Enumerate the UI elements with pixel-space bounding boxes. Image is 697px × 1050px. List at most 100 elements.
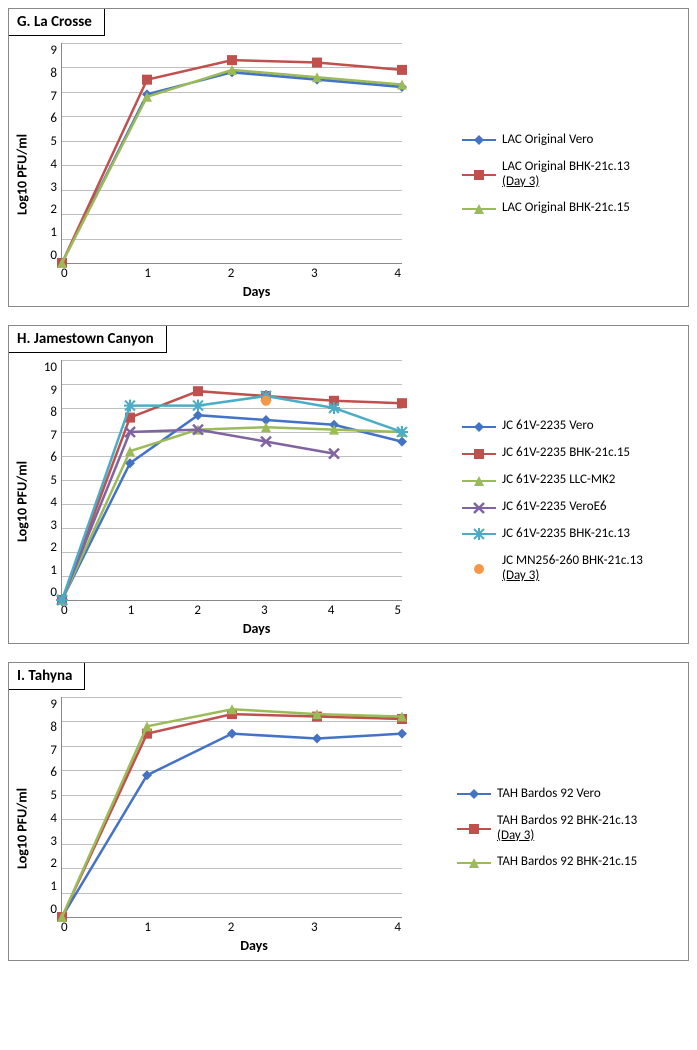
plot-svg (62, 697, 402, 917)
legend-marker-icon (472, 133, 486, 147)
legend-marker-icon (472, 474, 486, 488)
legend-item: LAC Original BHK-21c.15 (462, 201, 682, 216)
legend-marker-icon (472, 501, 486, 515)
legend-label: LAC Original BHK-21c.13 (Day 3) (502, 160, 630, 190)
y-axis-ticks: 9876543210 (35, 43, 61, 263)
legend-item: TAH Bardos 92 BHK-21c.15 (457, 855, 682, 870)
chart-panel-G: G. La Crosse Log10 PFU/ml 9876543210 012… (8, 8, 689, 307)
y-tick: 7 (50, 89, 57, 104)
y-tick: 3 (50, 180, 57, 195)
legend-marker-icon (467, 787, 481, 801)
x-tick: 2 (194, 603, 201, 618)
x-axis-label: Days (61, 281, 452, 306)
legend-swatch (457, 822, 491, 836)
plot-svg (62, 360, 402, 600)
legend-swatch (462, 447, 496, 461)
legend-swatch (462, 133, 496, 147)
x-tick: 2 (228, 266, 235, 281)
legend-label: JC 61V-2235 BHK-21c.13 (502, 527, 630, 542)
legend: LAC Original Vero LAC Original BHK-21c.1… (452, 43, 688, 306)
y-tick: 5 (50, 473, 57, 488)
plot-area (61, 360, 402, 601)
y-axis-ticks: 109876543210 (35, 360, 61, 600)
y-tick: 9 (50, 43, 57, 58)
y-tick: 10 (44, 360, 57, 375)
legend-swatch (462, 501, 496, 515)
legend-item: LAC Original Vero (462, 133, 682, 148)
x-axis-ticks: 01234 (61, 918, 401, 935)
legend-label: TAH Bardos 92 Vero (497, 787, 601, 802)
legend-item: JC 61V-2235 BHK-21c.13 (462, 527, 682, 542)
legend-swatch (462, 420, 496, 434)
legend-marker-icon (467, 822, 481, 836)
x-tick: 3 (311, 266, 318, 281)
panel-title: H. Jamestown Canyon (9, 326, 167, 353)
legend-item: JC 61V-2235 LLC-MK2 (462, 473, 682, 488)
y-tick: 8 (50, 720, 57, 735)
y-tick: 0 (50, 902, 57, 917)
legend-label: JC 61V-2235 Vero (502, 419, 594, 434)
plot-area (61, 697, 402, 918)
legend-label: LAC Original Vero (502, 133, 593, 148)
legend-marker-icon (472, 527, 486, 541)
legend-label-line2: (Day 3) (497, 829, 637, 844)
legend-swatch (462, 527, 496, 541)
legend-item: JC MN256-260 BHK-21c.13 (Day 3) (462, 554, 682, 584)
legend-item: LAC Original BHK-21c.13 (Day 3) (462, 160, 682, 190)
x-tick: 4 (394, 266, 401, 281)
y-tick: 2 (50, 856, 57, 871)
legend-label: JC 61V-2235 VeroE6 (502, 500, 607, 515)
x-tick: 0 (61, 920, 68, 935)
y-tick: 5 (50, 134, 57, 149)
x-axis-label: Days (61, 618, 452, 643)
y-tick: 1 (50, 225, 57, 240)
y-tick: 6 (50, 765, 57, 780)
legend-item: TAH Bardos 92 Vero (457, 787, 682, 802)
x-tick: 4 (328, 603, 335, 618)
y-axis-label: Log10 PFU/ml (9, 697, 35, 960)
legend-label-line2: (Day 3) (502, 175, 630, 190)
chart-panel-H: H. Jamestown Canyon Log10 PFU/ml 1098765… (8, 325, 689, 644)
chart-panel-I: I. Tahyna Log10 PFU/ml 9876543210 01234 … (8, 662, 689, 961)
legend-item: JC 61V-2235 VeroE6 (462, 500, 682, 515)
legend-marker-icon (467, 856, 481, 870)
legend-label: JC MN256-260 BHK-21c.13 (Day 3) (502, 554, 643, 584)
y-tick: 1 (50, 563, 57, 578)
legend-marker-icon (472, 168, 486, 182)
y-tick: 2 (50, 202, 57, 217)
legend-swatch (462, 474, 496, 488)
panel-title: I. Tahyna (9, 663, 85, 690)
y-axis-label: Log10 PFU/ml (9, 360, 35, 643)
legend-item: JC 61V-2235 BHK-21c.15 (462, 446, 682, 461)
y-tick: 1 (50, 879, 57, 894)
legend-label: TAH Bardos 92 BHK-21c.13 (Day 3) (497, 814, 637, 844)
legend-swatch (462, 168, 496, 182)
legend: TAH Bardos 92 Vero TAH Bardos 92 BHK-21c… (447, 697, 688, 960)
legend-swatch (457, 856, 491, 870)
y-tick: 5 (50, 788, 57, 803)
legend-label: JC 61V-2235 LLC-MK2 (502, 473, 615, 488)
x-tick: 2 (228, 920, 235, 935)
legend-marker-icon (472, 420, 486, 434)
y-tick: 6 (50, 111, 57, 126)
legend-label: LAC Original BHK-21c.15 (502, 201, 630, 216)
x-tick: 1 (144, 920, 151, 935)
y-tick: 2 (50, 540, 57, 555)
legend-swatch (462, 562, 496, 576)
plot-svg (62, 43, 402, 263)
y-tick: 4 (50, 495, 57, 510)
y-tick: 0 (50, 585, 57, 600)
y-tick: 0 (50, 248, 57, 263)
panel-title: G. La Crosse (9, 9, 105, 36)
y-axis-label: Log10 PFU/ml (9, 43, 35, 306)
legend-marker-icon (472, 447, 486, 461)
y-tick: 4 (50, 157, 57, 172)
x-tick: 5 (394, 603, 401, 618)
x-tick: 0 (61, 266, 68, 281)
y-tick: 7 (50, 743, 57, 758)
y-tick: 3 (50, 834, 57, 849)
y-axis-ticks: 9876543210 (35, 697, 61, 917)
plot-area (61, 43, 402, 264)
x-tick: 1 (128, 603, 135, 618)
legend-item: TAH Bardos 92 BHK-21c.13 (Day 3) (457, 814, 682, 844)
